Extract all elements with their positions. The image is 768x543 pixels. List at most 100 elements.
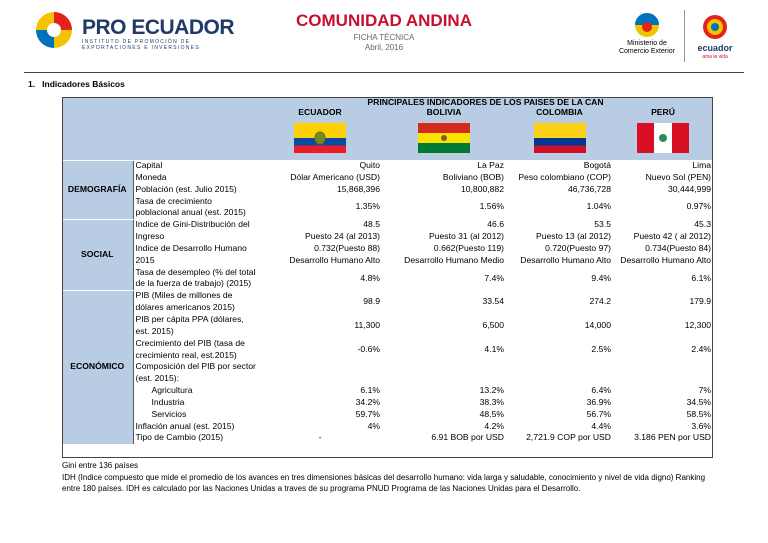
flag-ecuador: [294, 122, 346, 153]
ministry-line: Comercio Exterior: [618, 48, 675, 55]
value-cell: 98.9: [258, 290, 382, 314]
value: 2.4%: [691, 343, 712, 354]
value: 4.4%: [591, 420, 611, 431]
value: Desarrollo Humano Medio: [404, 254, 504, 265]
value-cell: 38.3%: [382, 397, 506, 409]
value: 6.1%: [360, 385, 380, 396]
value-cell: 3.6%: [613, 421, 713, 433]
flag-bolivia: [418, 122, 470, 153]
indicators-table: PRINCIPALES INDICADORES DE LOS PAISES DE…: [62, 97, 714, 445]
value: 9.4%: [591, 272, 611, 283]
indicator-label: PIB (Miles de millones de dólares americ…: [132, 290, 258, 314]
value: 46,736,728: [567, 183, 611, 194]
value-cell: 12,300: [613, 314, 713, 338]
value: 1.04%: [586, 201, 611, 212]
value-cell: 1.04%: [506, 196, 613, 220]
value-cell: 46.6 Puesto 31 (al 2012): [382, 219, 506, 243]
ministry-icon: [635, 13, 659, 37]
value-cell: 9.4%: [506, 267, 613, 291]
value-cell: Peso colombiano (COP): [506, 172, 613, 184]
value: 0.662(Puesto 119): [433, 242, 504, 253]
value: 4%: [367, 420, 380, 431]
value: 0.97%: [686, 201, 712, 212]
value: 4.2%: [484, 420, 504, 431]
value: Puesto 24 (al 2013): [304, 231, 380, 242]
indicator-label: Indice de Desarrollo Humano 2015: [132, 242, 258, 267]
value-cell: [382, 361, 506, 385]
brand-icon: [703, 15, 727, 39]
row: Agricultura 6.1% 13.2% 6.4% 7%: [62, 385, 713, 397]
row: Crecimiento del PIB (tasa de crecimiento…: [62, 337, 713, 362]
value-cell: 56.7%: [506, 409, 613, 421]
value-cell: 10,800,882: [382, 184, 506, 196]
value-cell: Quito: [258, 160, 382, 172]
value: 12,300: [684, 319, 712, 330]
value: 6.91 BOB por USD: [431, 432, 504, 443]
logo-name: PRO ECUADOR: [82, 16, 235, 39]
value: Puesto 31 (al 2012): [428, 231, 504, 242]
value: 48.5: [363, 219, 380, 230]
value-cell: 4.4%: [506, 421, 613, 433]
indicator-label: PIB per cápita PPA (dólares, est. 2015): [132, 313, 258, 338]
value-cell: 14,000: [506, 314, 613, 338]
row: Tipo de Cambio (2015) - 6.91 BOB por USD 2,…: [62, 432, 713, 445]
value: 58.5%: [686, 408, 712, 419]
value-cell: La Paz: [382, 160, 506, 172]
value: 3.186 PEN por USD: [634, 432, 712, 443]
indicator-label: Composición del PIB por sector (est. 201…: [132, 361, 258, 386]
note: IDH (Indice compuesto que mide el promed…: [62, 473, 706, 493]
value-cell: 48.5 Puesto 24 (al 2013): [258, 219, 382, 243]
value-cell: 4%: [258, 421, 382, 433]
row: Moneda Dólar Americano (USD) Boliviano (BO…: [62, 171, 713, 184]
indicator-label: Servicios: [132, 408, 258, 421]
row: Tasa de desempleo (% del total de la fue…: [62, 266, 713, 291]
value-cell: 2,721.9 COP por USD: [506, 432, 613, 444]
value: 38.3%: [479, 396, 504, 407]
note: Gini entre 136 países: [62, 461, 139, 470]
value: 1.56%: [479, 201, 504, 212]
value: 13.2%: [479, 385, 504, 396]
value-cell: 48.5%: [382, 409, 506, 421]
value-cell: 33.54: [382, 290, 506, 314]
row: PIB per cápita PPA (dólares, est. 2015) 1…: [62, 313, 713, 338]
value-cell: 0.97%: [613, 196, 713, 220]
value: 30,444,999: [668, 183, 712, 194]
value: Bogotá: [583, 160, 611, 170]
row: ECONÓMICO PIB (Miles de millones de dólar…: [62, 289, 713, 445]
value: 10,800,882: [460, 183, 504, 194]
brand: ecuador: [697, 43, 733, 53]
value: 1.35%: [355, 201, 380, 212]
value: 36.9%: [586, 396, 611, 407]
row: Población (est. Julio 2015) 15,868,396 10,…: [62, 183, 713, 196]
value-cell: 6,500: [382, 314, 506, 338]
table-title: PRINCIPALES INDICADORES DE LOS PAISES DE…: [258, 97, 714, 107]
country: BOLIVIA: [382, 107, 506, 117]
value: Dólar Americano (USD): [290, 171, 380, 182]
value: -: [318, 432, 322, 443]
indicator-label: Crecimiento del PIB (tasa de crecimiento…: [132, 337, 258, 362]
row: SOCIAL Indice de Gini-Distribución del In…: [62, 218, 713, 291]
value-cell: Bogotá: [506, 160, 613, 172]
value: 6,500: [482, 319, 504, 330]
value-cell: 0.720(Puesto 97) Desarrollo Humano Alto: [506, 243, 613, 267]
value: 0.734(Puesto 84): [645, 242, 712, 253]
value-cell: 2.5%: [506, 338, 613, 362]
value-cell: 6.1%: [613, 267, 713, 291]
value: 45.3: [694, 219, 712, 230]
value: 3.6%: [691, 420, 712, 431]
value-cell: 2.4%: [613, 338, 713, 362]
value: Desarrollo Humano Alto: [620, 254, 712, 265]
value: 59.7%: [355, 408, 380, 419]
row: Tasa de crecimiento poblacional anual (e…: [62, 195, 713, 220]
value-cell: Boliviano (BOB): [382, 172, 506, 184]
date: Abril, 2016: [364, 43, 404, 52]
value: Puesto 42 ( al 2012): [633, 231, 712, 242]
indicator-label: Indice de Gini-Distribución del Ingreso: [132, 219, 258, 243]
value: 274.2: [589, 296, 611, 307]
value: 4.8%: [360, 272, 380, 283]
value: Lima: [692, 160, 712, 170]
indicator-label: Agricultura: [132, 385, 258, 397]
value: 34.5%: [686, 396, 712, 407]
row: DEMOGRAFÍA Capital Quito La Paz Bogotá Lima: [62, 159, 713, 220]
indicator-label: Capital: [132, 160, 258, 172]
